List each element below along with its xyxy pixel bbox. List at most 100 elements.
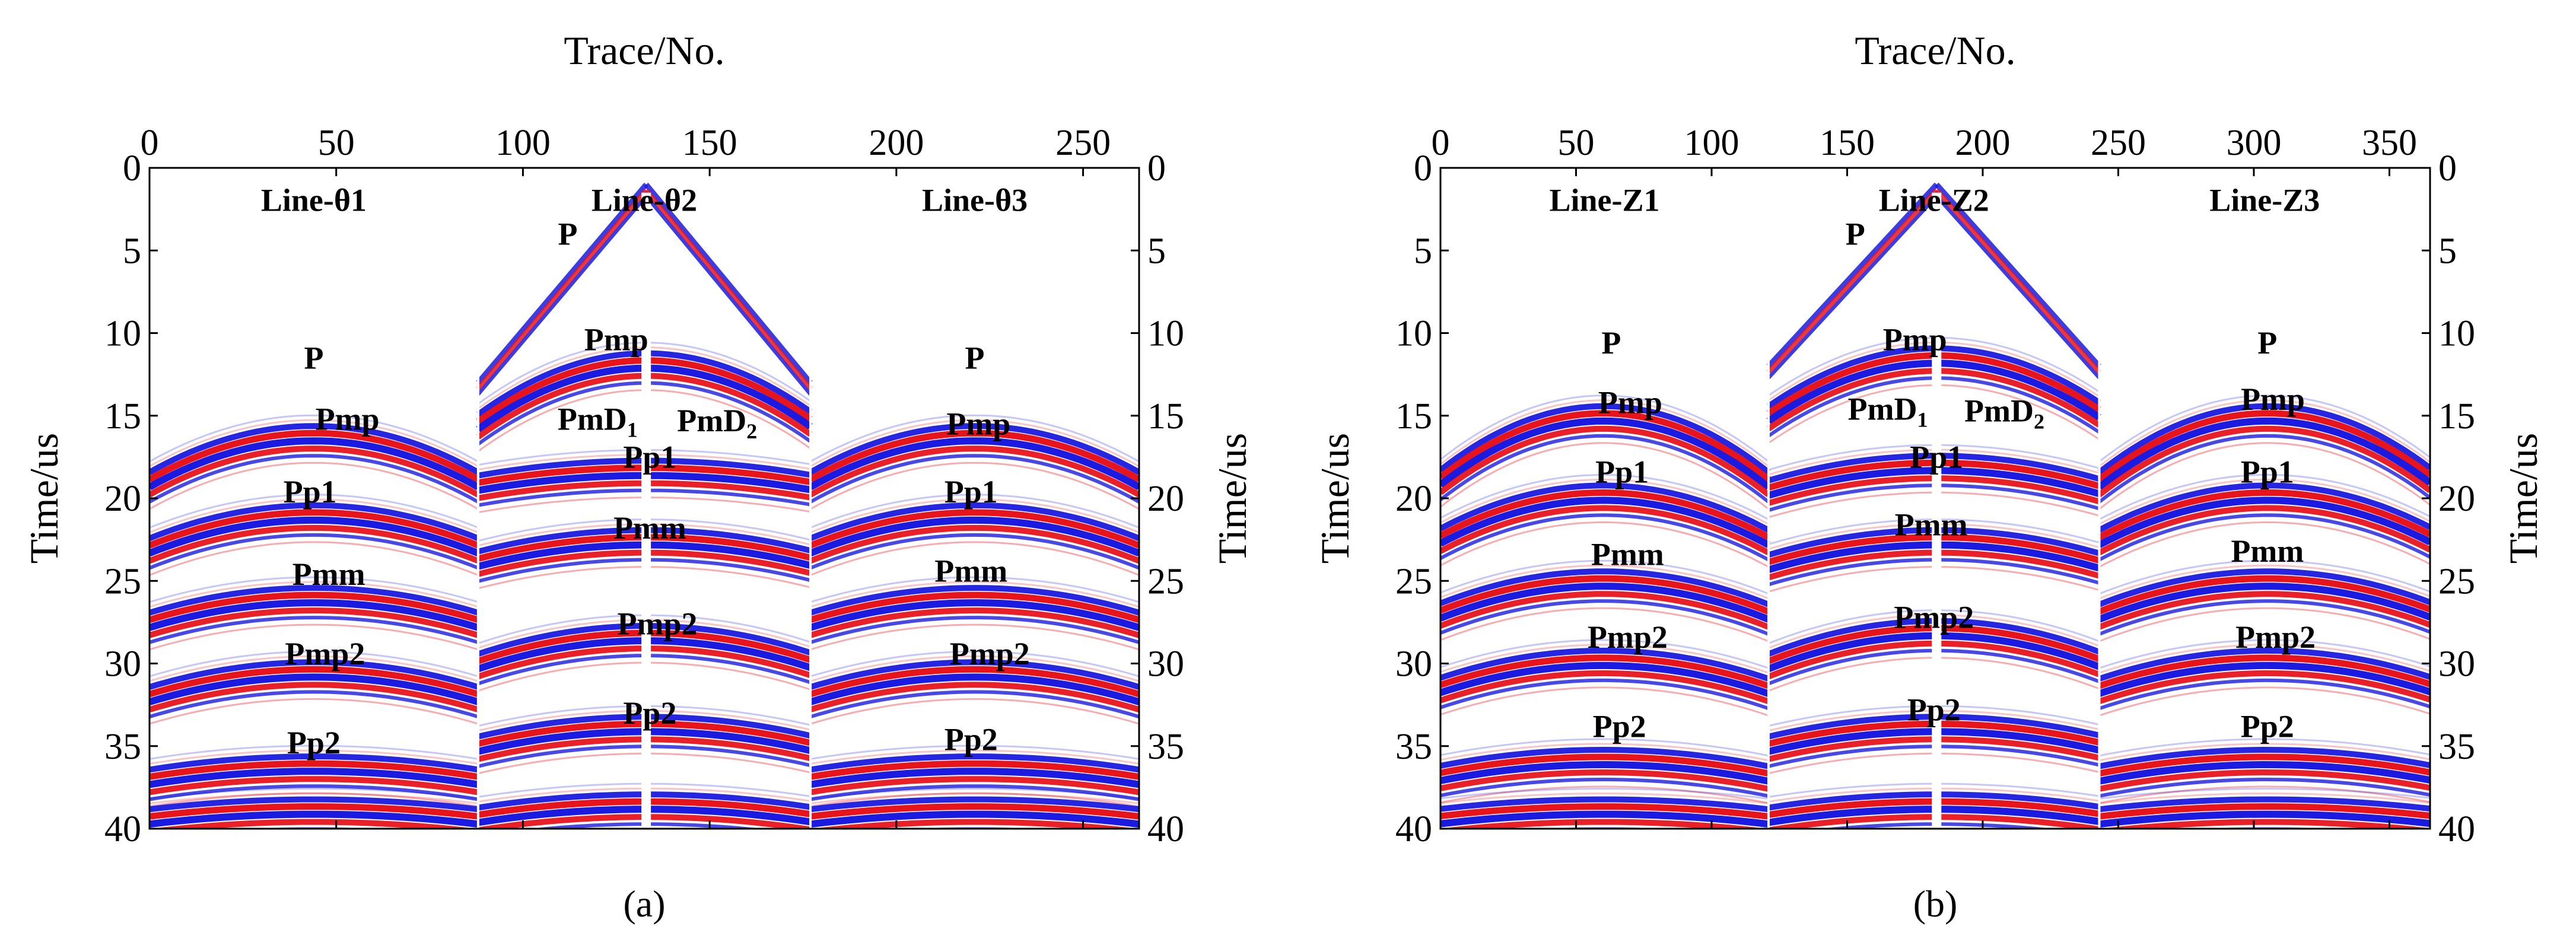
event-band (150, 768, 479, 788)
direct-wave-line (1767, 189, 1939, 374)
event-band (150, 682, 479, 712)
event-band (1440, 777, 1769, 798)
event-label: PmD1 (1848, 392, 1928, 432)
event-band (150, 502, 479, 542)
event-band (1440, 403, 1771, 475)
event-band (2098, 760, 2430, 785)
panel-1 (150, 414, 480, 829)
event-band (2099, 793, 2430, 804)
event-band (150, 576, 479, 603)
event-band (1440, 559, 1769, 595)
y-axis-title-right: Time/us (2501, 433, 2546, 564)
event-band (810, 796, 1139, 813)
figure-caption: (a) (623, 883, 665, 925)
y-tick-label-right: 35 (1147, 727, 1184, 767)
event-band (2099, 743, 2430, 762)
direct-wave-line (1935, 189, 2101, 374)
event-band (809, 599, 1139, 631)
event-band (1440, 760, 1770, 785)
event-label: Pmp2 (285, 636, 365, 672)
event-band (1440, 417, 1771, 490)
event-band (150, 524, 479, 564)
event-band (478, 831, 810, 844)
event-band (1440, 473, 1769, 520)
event-band (1440, 639, 1769, 669)
event-late (150, 788, 479, 829)
event-band (809, 666, 1139, 698)
event-band (2099, 785, 2430, 804)
panel-2 (1766, 168, 2101, 829)
event-label: Pp1 (1910, 439, 1963, 475)
event-band (2097, 410, 2430, 482)
event-band (150, 655, 479, 682)
event-band (810, 655, 1139, 682)
event-band (252, 827, 376, 829)
event-band (812, 819, 1138, 829)
event-label-text: PmD (677, 403, 746, 438)
event-band (2099, 738, 2430, 757)
event-band (1440, 746, 1769, 769)
event-band (150, 784, 479, 801)
event-band (1440, 670, 1770, 705)
x-tick-label: 100 (1684, 123, 1739, 163)
direct-wave-line (644, 182, 813, 384)
event-band (1440, 607, 1769, 642)
y-tick-label-left: 35 (104, 727, 141, 767)
source-gap (1932, 192, 1942, 829)
event-band (810, 616, 1139, 644)
event-band (150, 429, 480, 482)
event-band (810, 793, 1139, 804)
y-tick-label-right: 5 (1147, 231, 1166, 271)
event-band (1440, 678, 1769, 711)
event-label: Pmp2 (618, 606, 698, 642)
event-label: Pmp (2241, 381, 2305, 417)
event-pp2 (150, 744, 479, 807)
event-band (809, 437, 1139, 491)
event-label: P (965, 340, 985, 375)
event-label: Pmp2 (1588, 619, 1668, 655)
event-band (1440, 442, 1769, 510)
event-label: Pmm (934, 553, 1007, 589)
x-tick-label: 0 (141, 123, 159, 163)
event-band (151, 819, 477, 829)
event-band (810, 753, 1139, 773)
event-band (1440, 788, 1769, 800)
event-band (1440, 743, 1769, 762)
event-band (2097, 425, 2430, 498)
y-tick-label-left: 20 (104, 479, 141, 519)
event-band (810, 810, 1139, 828)
event-band (150, 462, 479, 510)
event-band (1440, 647, 1770, 682)
y-tick-label-left: 0 (123, 148, 141, 189)
event-band (2203, 827, 2331, 829)
event-band (2098, 513, 2430, 562)
event-label: Pmp (946, 406, 1010, 442)
y-tick-label-right: 25 (1147, 561, 1184, 602)
event-band (810, 533, 1139, 570)
event-band (1440, 738, 1769, 757)
event-band (150, 516, 480, 557)
event-band (150, 698, 479, 725)
direct-wave-line (644, 195, 812, 396)
event-pp1 (1440, 473, 1770, 568)
event-label: Pmm (292, 556, 365, 592)
panel-divider (2098, 168, 2101, 829)
event-band (810, 541, 1139, 576)
event-band (1440, 513, 1770, 562)
event-label: Pmm (1591, 537, 1664, 572)
event-band (150, 498, 479, 533)
event-band (1440, 810, 1769, 828)
event-band (1440, 819, 1767, 829)
event-band (809, 682, 1139, 712)
event-band (2098, 559, 2430, 595)
event-band (2097, 489, 2430, 540)
event-band (809, 585, 1139, 616)
y-tick-label-left: 10 (104, 314, 141, 354)
event-band (810, 776, 1139, 795)
panel-3 (809, 168, 1139, 829)
x-tick-label: 0 (1432, 123, 1450, 163)
y-axis-title-left: Time/us (1312, 433, 1357, 564)
direct-wave-line (476, 182, 648, 384)
event-band (2098, 746, 2430, 769)
event-pmp2 (2098, 639, 2430, 717)
